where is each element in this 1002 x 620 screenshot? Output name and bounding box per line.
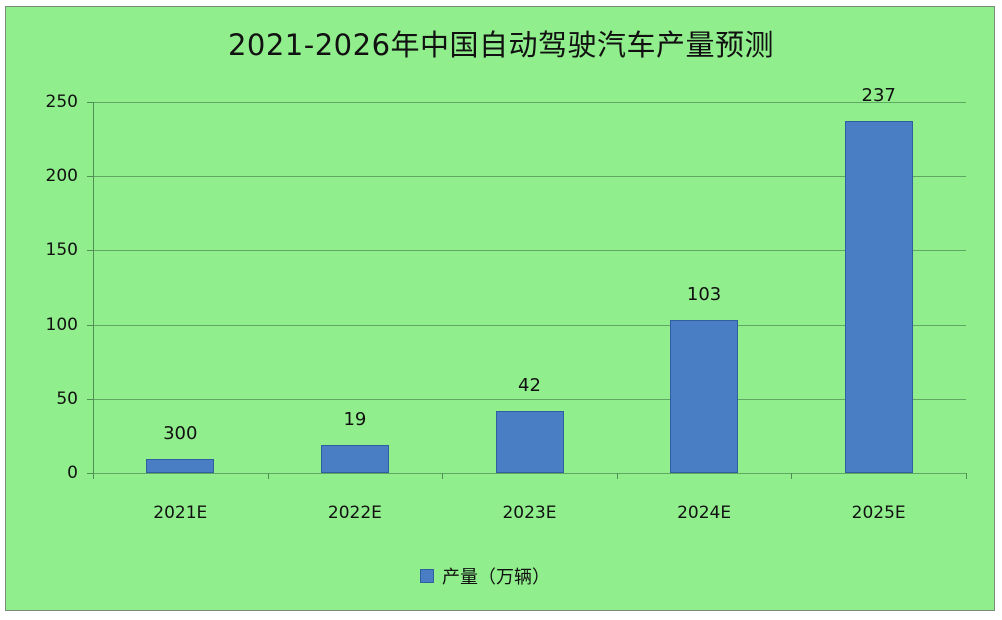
x-tick <box>267 473 269 479</box>
x-tick <box>616 473 618 479</box>
x-tick <box>791 473 793 479</box>
gridline <box>93 398 966 400</box>
x-tick-label: 2021E <box>153 503 208 523</box>
gridline <box>93 250 966 252</box>
legend-swatch-icon <box>420 569 434 583</box>
bar-2022E <box>320 444 389 473</box>
x-tick-label: 2023E <box>502 503 557 523</box>
y-tick <box>87 473 93 474</box>
y-tick-label: 150 <box>45 240 78 261</box>
gridline <box>93 473 966 474</box>
data-label: 42 <box>518 374 541 396</box>
plot-area: 300 19 42 103 237 <box>87 85 967 479</box>
y-tick-label: 50 <box>56 388 78 409</box>
gridline <box>93 324 966 326</box>
x-tick-label: 2024E <box>677 503 732 523</box>
chart-title: 2021-2026年中国自动驾驶汽车产量预测 <box>227 28 775 62</box>
y-tick-label: 250 <box>45 92 78 112</box>
y-tick <box>87 176 93 178</box>
x-tick-label: 2025E <box>851 503 906 523</box>
gridline <box>93 176 966 178</box>
legend-label: 产量（万辆） <box>442 567 550 588</box>
data-label: 103 <box>686 284 722 306</box>
x-tick <box>966 473 967 479</box>
bar-2021E <box>146 459 215 473</box>
x-tick <box>442 473 444 479</box>
data-label: 237 <box>861 85 896 107</box>
x-tick <box>93 473 94 479</box>
bar-2024E <box>670 320 739 473</box>
legend: 产量（万辆） <box>420 563 550 589</box>
x-tick-label: 2022E <box>327 503 382 523</box>
y-tick <box>87 250 93 252</box>
y-axis-line <box>93 102 94 473</box>
y-tick <box>87 102 93 103</box>
data-label: 19 <box>343 408 367 430</box>
y-tick-label: 200 <box>45 166 78 187</box>
y-tick-label: 0 <box>67 463 78 483</box>
bar-2023E <box>495 410 564 473</box>
bar-2025E <box>844 121 913 473</box>
gridline <box>93 102 966 103</box>
data-label: 300 <box>163 423 198 445</box>
y-tick <box>87 398 93 400</box>
chart-frame <box>5 6 995 611</box>
y-tick-label: 100 <box>45 314 78 335</box>
y-tick <box>87 324 93 326</box>
